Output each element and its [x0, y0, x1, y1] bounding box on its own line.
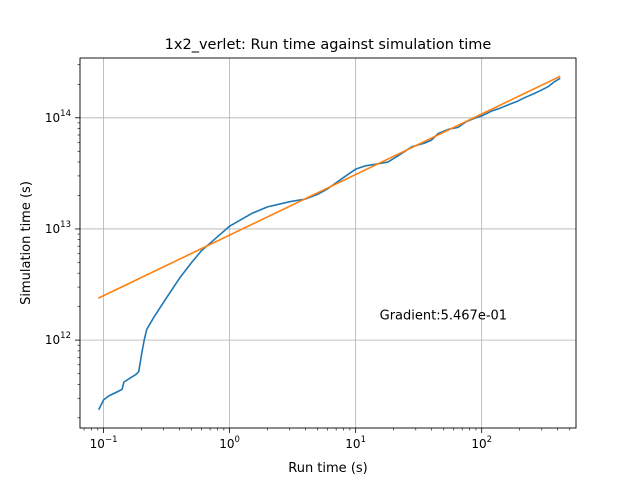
x-axis-label: Run time (s): [288, 461, 367, 476]
y-tick-label-base: 10: [45, 111, 60, 125]
y-tick-label-exponent: 12: [60, 331, 71, 341]
x-tick-label-1: 100: [219, 435, 240, 451]
x-axis-ticks: 10−1 100 101 102: [83, 428, 571, 451]
y-tick-label-exponent: 13: [60, 220, 71, 230]
x-tick-label-exponent: 0: [235, 435, 240, 445]
x-tick-label-base: 10: [471, 437, 486, 451]
x-tick-label-0: 10−1: [90, 435, 118, 451]
plot-area-frame: [79, 57, 577, 429]
y-tick-label-exponent: 14: [60, 109, 71, 119]
x-tick-label-base: 10: [90, 437, 105, 451]
y-tick-label-2: 1014: [45, 109, 71, 125]
y-tick-label-base: 10: [45, 222, 60, 236]
grid: [80, 58, 576, 428]
x-tick-label-base: 10: [345, 437, 360, 451]
gradient-annotation: Gradient:5.467e-01: [380, 309, 507, 324]
y-tick-label-0: 1012: [45, 331, 71, 347]
x-tick-label-base: 10: [219, 437, 234, 451]
x-tick-label-exponent: 1: [361, 435, 366, 445]
y-tick-label-base: 10: [45, 333, 60, 347]
chart-title: 1x2_verlet: Run time against simulation …: [165, 37, 492, 53]
x-tick-label-exponent: 2: [487, 435, 492, 445]
x-tick-label-3: 102: [471, 435, 492, 451]
series-line-1: [97, 75, 561, 299]
x-tick-label-2: 101: [345, 435, 366, 451]
y-tick-label-1: 1013: [45, 220, 71, 236]
plot-series: [97, 75, 561, 411]
x-tick-label-exponent: −1: [105, 435, 118, 445]
y-axis-label: Simulation time (s): [19, 181, 34, 305]
series-line-0: [97, 77, 561, 411]
